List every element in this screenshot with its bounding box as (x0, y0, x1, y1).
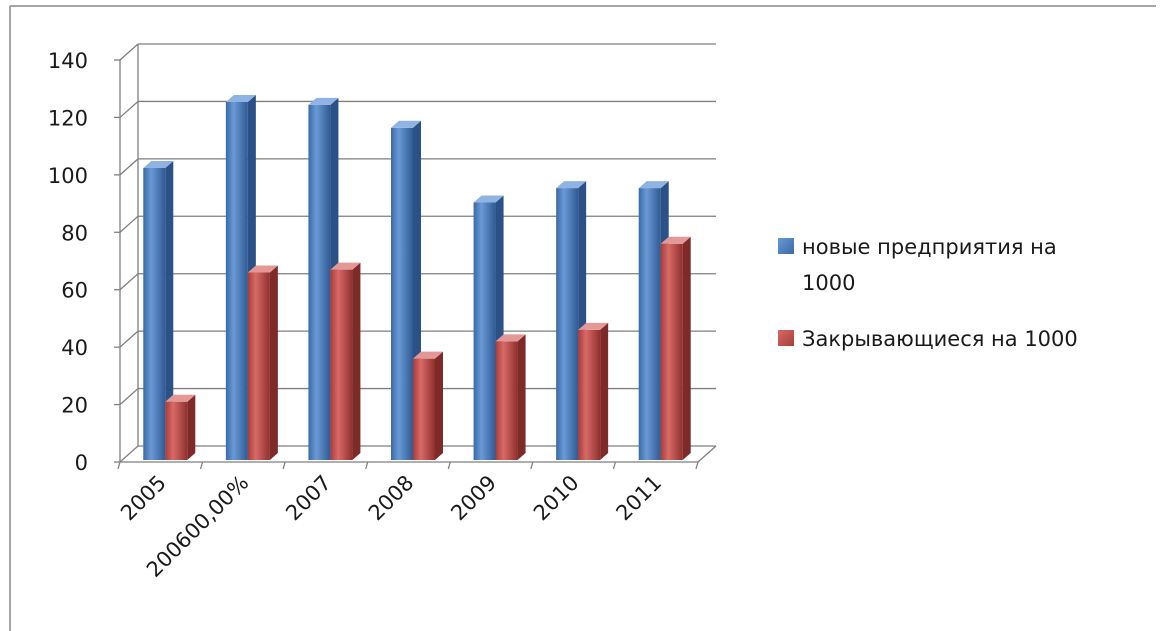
x-tick-label: 2009 (446, 471, 501, 526)
bar-top (225, 94, 256, 102)
bar-closing-2010 (578, 322, 609, 460)
bar-top (247, 265, 278, 273)
bar-front (660, 243, 683, 460)
x-tick-label: 2008 (364, 471, 419, 526)
bar-closing-200600,00% (247, 265, 278, 460)
bar-front (308, 104, 331, 461)
x-tick-label: 2007 (281, 471, 336, 526)
gridline-depth (119, 445, 139, 463)
frame-border (9, 5, 1156, 631)
x-tick-label: 2011 (611, 471, 666, 526)
bar-front (473, 202, 496, 460)
legend-swatch-new (778, 238, 794, 254)
bar-front (247, 272, 270, 460)
legend-label-line: 1000 (802, 271, 855, 295)
bar-top (143, 160, 174, 168)
x-tick-label: 2010 (529, 471, 584, 526)
gridline-depth (119, 158, 139, 176)
gridline-depth (119, 43, 139, 61)
bar-front (165, 401, 188, 460)
bar-side (517, 334, 526, 460)
x-tick-mark (447, 461, 451, 470)
bar-new-2005 (143, 160, 174, 460)
bar-top (413, 351, 443, 359)
bar-top (330, 262, 361, 270)
y-tick-label: 140 (48, 49, 88, 73)
bar-closing-2009 (495, 334, 526, 460)
bar-closing-2008 (413, 351, 443, 460)
x-axis-depth-line (697, 445, 717, 463)
x-tick-mark (612, 461, 617, 470)
x-tick-label: 2005 (116, 471, 171, 526)
y-tick-label: 80 (61, 221, 88, 245)
gridline-depth (119, 100, 139, 118)
bar-closing-2011 (660, 236, 691, 460)
bar-front (391, 127, 413, 461)
bar-top (495, 334, 526, 342)
bar-front (578, 329, 601, 460)
gridline-depth (119, 388, 139, 406)
gridline-depth (119, 215, 139, 233)
bar-top (660, 236, 691, 244)
gridline-depth (119, 330, 139, 348)
bar-top (556, 181, 587, 189)
legend-label-line: Закрывающиеся на 1000 (802, 327, 1078, 351)
bar-side (600, 322, 609, 460)
legend: новые предприятия на 1000 Закрывающиеся на… (778, 235, 1078, 351)
bar-front (495, 341, 518, 460)
bar-side (682, 236, 691, 460)
bar-top (473, 195, 504, 203)
bar-front (638, 188, 661, 461)
bar-front (556, 188, 579, 461)
legend-label-line: новые предприятия на (802, 235, 1057, 259)
bar-side (435, 351, 443, 460)
bar-closing-2005 (165, 394, 196, 460)
y-tick-label: 100 (48, 164, 88, 188)
bar-top (165, 394, 196, 402)
x-tick-mark (282, 461, 286, 470)
bar-side (165, 160, 174, 460)
x-tick-mark (695, 461, 699, 470)
legend-label-closing: Закрывающиеся на 1000 (802, 327, 1078, 351)
x-tick-mark (199, 461, 204, 470)
bar-front (143, 167, 166, 460)
x-tick-mark (117, 461, 121, 470)
bar-closing-2007 (330, 262, 361, 460)
bar-side (269, 265, 278, 460)
bar-top (578, 322, 609, 330)
bar-top (638, 181, 669, 189)
bar-top (391, 120, 421, 128)
legend-swatch-closing (778, 330, 794, 346)
y-tick-label: 60 (61, 279, 88, 303)
bar-side (352, 262, 361, 460)
bar-front (330, 269, 353, 460)
x-tick-mark (365, 461, 369, 470)
y-tick-label: 20 (61, 394, 88, 418)
bar-top (308, 97, 339, 105)
axes (114, 44, 717, 470)
y-tick-label: 0 (75, 451, 88, 475)
legend-label-new: новые предприятия на 1000 (802, 235, 1057, 295)
gridline-depth (119, 273, 139, 291)
x-tick-mark (530, 461, 534, 470)
bars (143, 94, 691, 461)
y-tick-label: 120 (48, 106, 88, 130)
bar-front (413, 358, 435, 460)
y-tick-labels: 0 20 40 60 80 100 120 140 (48, 49, 88, 475)
bar-front (225, 101, 248, 460)
bar-side (187, 394, 196, 460)
y-tick-label: 40 (61, 336, 88, 360)
